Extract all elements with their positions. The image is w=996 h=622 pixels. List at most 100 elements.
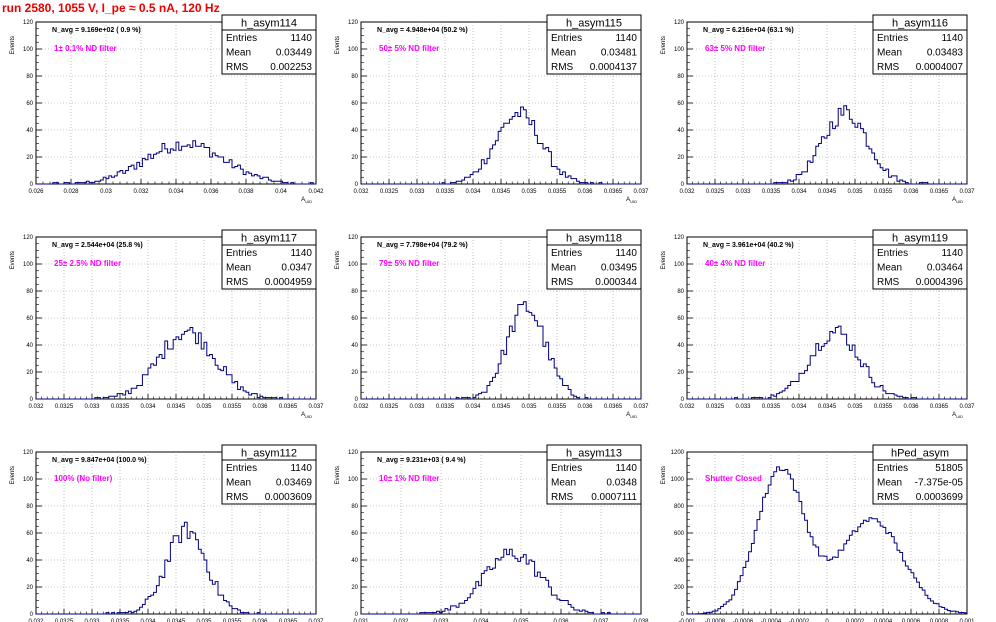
y-tick-label: 20 [26,155,33,161]
stats-value-rms: 0.0003609 [265,492,313,503]
y-tick-label: 20 [677,155,684,161]
stats-value-mean: 0.03483 [927,48,964,59]
navg-label: N_avg = 3.961e+04 (40.2 %) [703,242,794,249]
y-tick-label: 40 [351,343,358,349]
x-axis-title-subscript: UID [956,414,963,419]
stats-label-mean: Mean [877,263,902,274]
histogram-panel-hPed_asym: -0.001 -0.0008 -0.0006 -0.0004 -0.0002 0 0.000… [661,444,975,622]
x-tick-label: 0.0325 [380,189,399,195]
navg-label: N_avg = 9.847e+04 (100.0 %) [52,457,147,464]
y-tick-label: 600 [674,531,685,537]
x-tick-label: 0.03 [100,189,112,195]
x-tick-label: 0.035 [847,189,863,195]
stats-value-mean: 0.0348 [606,478,637,489]
x-tick-label: 0.0365 [930,189,949,195]
y-axis-title: Events [335,36,341,54]
x-tick-label: 0.0355 [874,404,893,410]
y-axis-title: Events [661,36,667,54]
filter-label: 63± 5% ND filter [705,44,765,53]
x-tick-label: 0.034 [465,404,481,410]
x-axis-title-subscript: UID [305,199,312,204]
filter-label: Shutter Closed [705,474,762,483]
y-tick-label: 0 [355,182,359,188]
histogram-panel-h_asym116: 0.032 0.0325 0.033 0.0335 0.034 0.0345 0.035 0.… [661,14,975,204]
histogram-name: h_asym113 [566,448,622,460]
stats-value-entries: 51805 [935,463,963,474]
histogram-bars [36,521,316,615]
x-tick-label: 0.0345 [492,189,511,195]
x-tick-label: 0.032 [28,404,44,410]
y-tick-label: 120 [23,450,34,456]
stats-label-rms: RMS [551,62,574,73]
x-tick-label: 0.033 [84,404,100,410]
stats-label-rms: RMS [877,277,900,288]
stats-label-entries: Entries [877,463,908,474]
stats-box-frame [221,14,317,75]
y-tick-label: 100 [674,47,685,53]
y-tick-label: 200 [674,585,685,591]
stats-label-entries: Entries [226,248,257,259]
y-axis-title: Events [335,466,341,484]
x-tick-label: 0.026 [28,189,44,195]
y-tick-label: 100 [348,477,359,483]
y-axis-title: Events [661,251,667,269]
navg-label: N_avg = 2.544e+04 (25.8 %) [52,242,143,249]
x-tick-label: 0.036 [553,619,569,622]
histogram-panel-h_asym115: 0.032 0.0325 0.033 0.0335 0.034 0.0345 0.035 0.… [335,14,649,204]
stats-value-mean: -7.375e-05 [915,478,964,489]
histogram-panel-h_asym114: 0.026 0.028 0.03 0.032 0.034 0.036 0.038 0.04 0.… [10,14,324,204]
stats-box-frame [546,229,642,290]
y-tick-label: 40 [26,343,33,349]
y-tick-label: 120 [348,235,359,241]
stats-value-rms: 0.0007111 [591,492,637,503]
x-tick-label: -0.0004 [761,619,782,622]
stats-value-entries: 1140 [290,248,312,259]
y-tick-label: 80 [677,289,684,295]
histogram-bars [687,325,967,400]
x-tick-label: 0.037 [593,619,609,622]
histogram-bars [361,106,641,185]
stats-box-frame [546,444,642,505]
stats-value-entries: 1140 [615,463,637,474]
y-tick-label: 0 [30,612,34,618]
x-tick-label: 0.032 [353,189,369,195]
x-tick-label: 0.034 [140,619,156,622]
stats-label-mean: Mean [877,48,902,59]
x-tick-label: 0.042 [308,189,324,195]
filter-label: 10± 1% ND filter [379,474,439,483]
stats-value-rms: 0.000344 [595,277,637,288]
y-tick-label: 100 [348,47,359,53]
y-tick-label: 100 [674,262,685,268]
x-tick-label: 0.0325 [706,404,725,410]
x-tick-label: 0.036 [577,404,593,410]
x-tick-label: 0.037 [633,189,649,195]
y-tick-label: 40 [351,128,358,134]
x-tick-label: 0.0355 [223,619,242,622]
y-tick-label: 20 [26,370,33,376]
stats-label-mean: Mean [226,263,251,274]
x-tick-label: 0.0325 [380,404,399,410]
x-tick-label: 0.031 [353,619,369,622]
x-tick-label: 0.036 [903,404,919,410]
y-tick-label: 40 [26,128,33,134]
histogram-bars [36,326,316,400]
page-title: run 2580, 1055 V, I_pe ≈ 0.5 nA, 120 Hz [2,1,220,15]
x-tick-label: 0.036 [577,189,593,195]
x-tick-label: 0.0325 [55,404,74,410]
stats-box: h_asym112 Entries 1140 Mean 0.03469 RMS 0.0003… [221,444,317,505]
y-tick-label: 60 [351,316,358,322]
x-tick-label: 0.0355 [548,404,567,410]
y-tick-label: 60 [351,531,358,537]
stats-value-entries: 1140 [615,248,637,259]
x-tick-label: 0.0345 [167,619,186,622]
x-tick-label: 0.038 [238,189,254,195]
filter-label: 25± 2.5% ND filter [54,259,121,268]
x-tick-label: 0.0365 [604,189,623,195]
stats-value-entries: 1140 [290,33,312,44]
stats-box: h_asym119 Entries 1140 Mean 0.03464 RMS 0.0004… [872,229,968,290]
y-tick-label: 60 [26,531,33,537]
x-tick-label: 0.032 [679,189,695,195]
stats-value-mean: 0.03449 [276,48,313,59]
y-axis-title: Events [10,466,16,484]
stats-label-rms: RMS [877,492,900,503]
